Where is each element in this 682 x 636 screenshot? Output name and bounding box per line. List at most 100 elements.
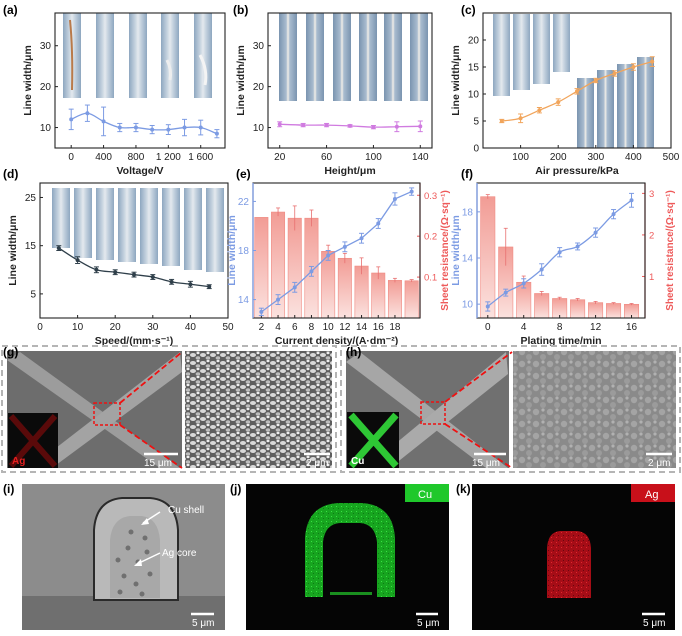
x-tick-label-f-3: 12 <box>590 322 602 333</box>
x-tick-label-a-0: 0 <box>68 152 74 163</box>
y-tick-label-d-1: 15 <box>25 241 37 252</box>
y-tick-label-c-4: 20 <box>468 36 480 47</box>
scale-bar-i: 5 μm <box>192 618 214 629</box>
y-tick-label-c-2: 10 <box>468 90 480 101</box>
data-point-a-5 <box>150 127 155 132</box>
data-point-a-6 <box>166 127 171 132</box>
y-axis-label-d: Line width/μm <box>7 215 19 286</box>
data-point-c-8 <box>650 59 655 64</box>
y2-axis-label-e: Sheet resistance/(Ω·sq⁻¹) <box>440 190 451 311</box>
panel-i-cross-section: (i) Cu shell Ag core 5 μm <box>3 482 225 630</box>
x-tick-label-e-4: 10 <box>323 322 335 333</box>
micrograph-strip-c <box>493 14 654 148</box>
data-point-f-6 <box>593 230 598 235</box>
panel-h-sem: Cu 15 μm 2 μm (h) <box>340 345 681 473</box>
data-point-c-3 <box>556 100 561 105</box>
data-point-a-9 <box>214 131 219 136</box>
x-tick-label-d-2: 20 <box>110 322 122 333</box>
data-point-c-1 <box>518 116 523 121</box>
data-point-a-7 <box>182 125 187 130</box>
data-point-b-6 <box>418 124 423 129</box>
y-tick-label-a-0: 10 <box>40 123 52 134</box>
x-tick-label-e-8: 18 <box>389 322 401 333</box>
zoom-box-g <box>93 402 121 426</box>
panel-label-a: (a) <box>3 3 18 17</box>
x-tick-label-c-3: 400 <box>625 152 642 163</box>
x-tick-label-d-5: 50 <box>222 322 234 333</box>
y-tick-label-e-0: 14 <box>238 295 250 306</box>
y2-tick-label-f-2: 3 <box>649 189 654 200</box>
x-tick-label-a-1: 400 <box>95 152 112 163</box>
y2-tick-label-e-1: 0.2 <box>424 232 437 243</box>
series-line-a <box>70 112 218 135</box>
bar-f-3 <box>534 293 550 319</box>
bar-f-7 <box>606 303 622 319</box>
data-point-c-7 <box>631 65 636 69</box>
data-point-e-9 <box>409 189 414 194</box>
panel-label-h: (h) <box>346 345 361 359</box>
chart-d: (d) 0 10 20 30 40 50 5 15 25 Speed/(mm·s⁻¹) Line w… <box>3 167 234 347</box>
x-tick-label-b-3: 140 <box>412 152 429 163</box>
x-tick-label-e-3: 8 <box>309 322 315 333</box>
eds-tag-g: Ag <box>12 456 25 467</box>
y-axis-label-f: Line width/μm <box>450 215 462 286</box>
y-tick-label-c-1: 5 <box>473 117 479 128</box>
y-tick-label-f-2: 18 <box>462 207 474 218</box>
panel-label-g: (g) <box>3 345 18 359</box>
data-point-f-5 <box>575 244 580 249</box>
data-point-b-1 <box>301 123 306 128</box>
data-point-d-4 <box>132 272 136 277</box>
x-tick-label-e-5: 12 <box>339 322 351 333</box>
bar-e-9 <box>404 280 419 319</box>
data-point-c-5 <box>593 78 598 83</box>
eds-tag-h: Cu <box>351 456 364 467</box>
data-point-a-2 <box>101 119 106 124</box>
x-axis-label-b: Height/μm <box>324 165 375 177</box>
panel-g-sem: Ag 15 μm 2 μm (g) <box>1 345 337 473</box>
micrograph-strip-a <box>63 13 212 98</box>
panel-label-f: (f) <box>461 167 473 181</box>
panel-k-eds-ag: (k) Ag 5 μm <box>456 482 675 630</box>
y-tick-label-d-0: 5 <box>30 289 36 300</box>
x-tick-label-e-1: 4 <box>275 322 281 333</box>
data-point-d-1 <box>75 258 80 263</box>
label-cu-shell: Cu shell <box>168 505 204 516</box>
y2-axis-label-f: Sheet resistance/(Ω·sq⁻¹) <box>665 190 676 311</box>
plot-frame-b <box>267 12 433 149</box>
x-tick-label-e-2: 6 <box>292 322 298 333</box>
data-point-e-1 <box>276 297 281 302</box>
scale-bar-g2: 2 μm <box>306 458 328 469</box>
x-tick-label-a-4: 1 600 <box>188 152 213 163</box>
data-point-e-3 <box>309 269 314 274</box>
y-axis-label-c: Line width/μm <box>450 45 462 116</box>
data-point-a-1 <box>85 111 90 116</box>
x-tick-label-d-1: 10 <box>72 322 84 333</box>
data-point-d-3 <box>113 270 118 275</box>
data-point-e-0 <box>259 309 264 314</box>
tag-cu-box <box>405 484 449 502</box>
panel-j-eds-cu: (j) Cu 5 μm <box>230 482 449 630</box>
y-tick-label-a-2: 30 <box>40 41 52 52</box>
x-axis-label-d: Speed/(mm·s⁻¹) <box>95 335 173 347</box>
scale-bar-h1: 15 μm <box>472 458 500 469</box>
data-point-a-4 <box>133 125 138 130</box>
x-tick-label-b-1: 60 <box>321 152 333 163</box>
plot-frame-d <box>39 182 229 319</box>
data-point-f-7 <box>611 212 616 217</box>
data-point-f-4 <box>557 250 562 255</box>
scale-bar-h2: 2 μm <box>648 458 670 469</box>
data-point-f-1 <box>503 290 508 295</box>
label-ag-core: Ag core <box>162 548 197 559</box>
plot-frame-a <box>54 12 226 149</box>
chart-a: (a) 0 400 800 1 200 1 600 10 20 30 Voltage/V Line… <box>3 3 226 177</box>
x-tick-label-c-1: 200 <box>550 152 567 163</box>
y-tick-label-a-1: 20 <box>40 82 52 93</box>
x-tick-label-b-0: 20 <box>274 152 286 163</box>
series-line-e <box>260 190 412 313</box>
x-axis-label-e: Current density/(A·dm⁻²) <box>275 335 398 347</box>
data-point-c-2 <box>537 108 542 113</box>
data-point-d-2 <box>94 267 99 272</box>
bar-e-5 <box>337 257 352 319</box>
data-point-d-8 <box>207 284 212 289</box>
data-point-e-5 <box>342 244 347 249</box>
